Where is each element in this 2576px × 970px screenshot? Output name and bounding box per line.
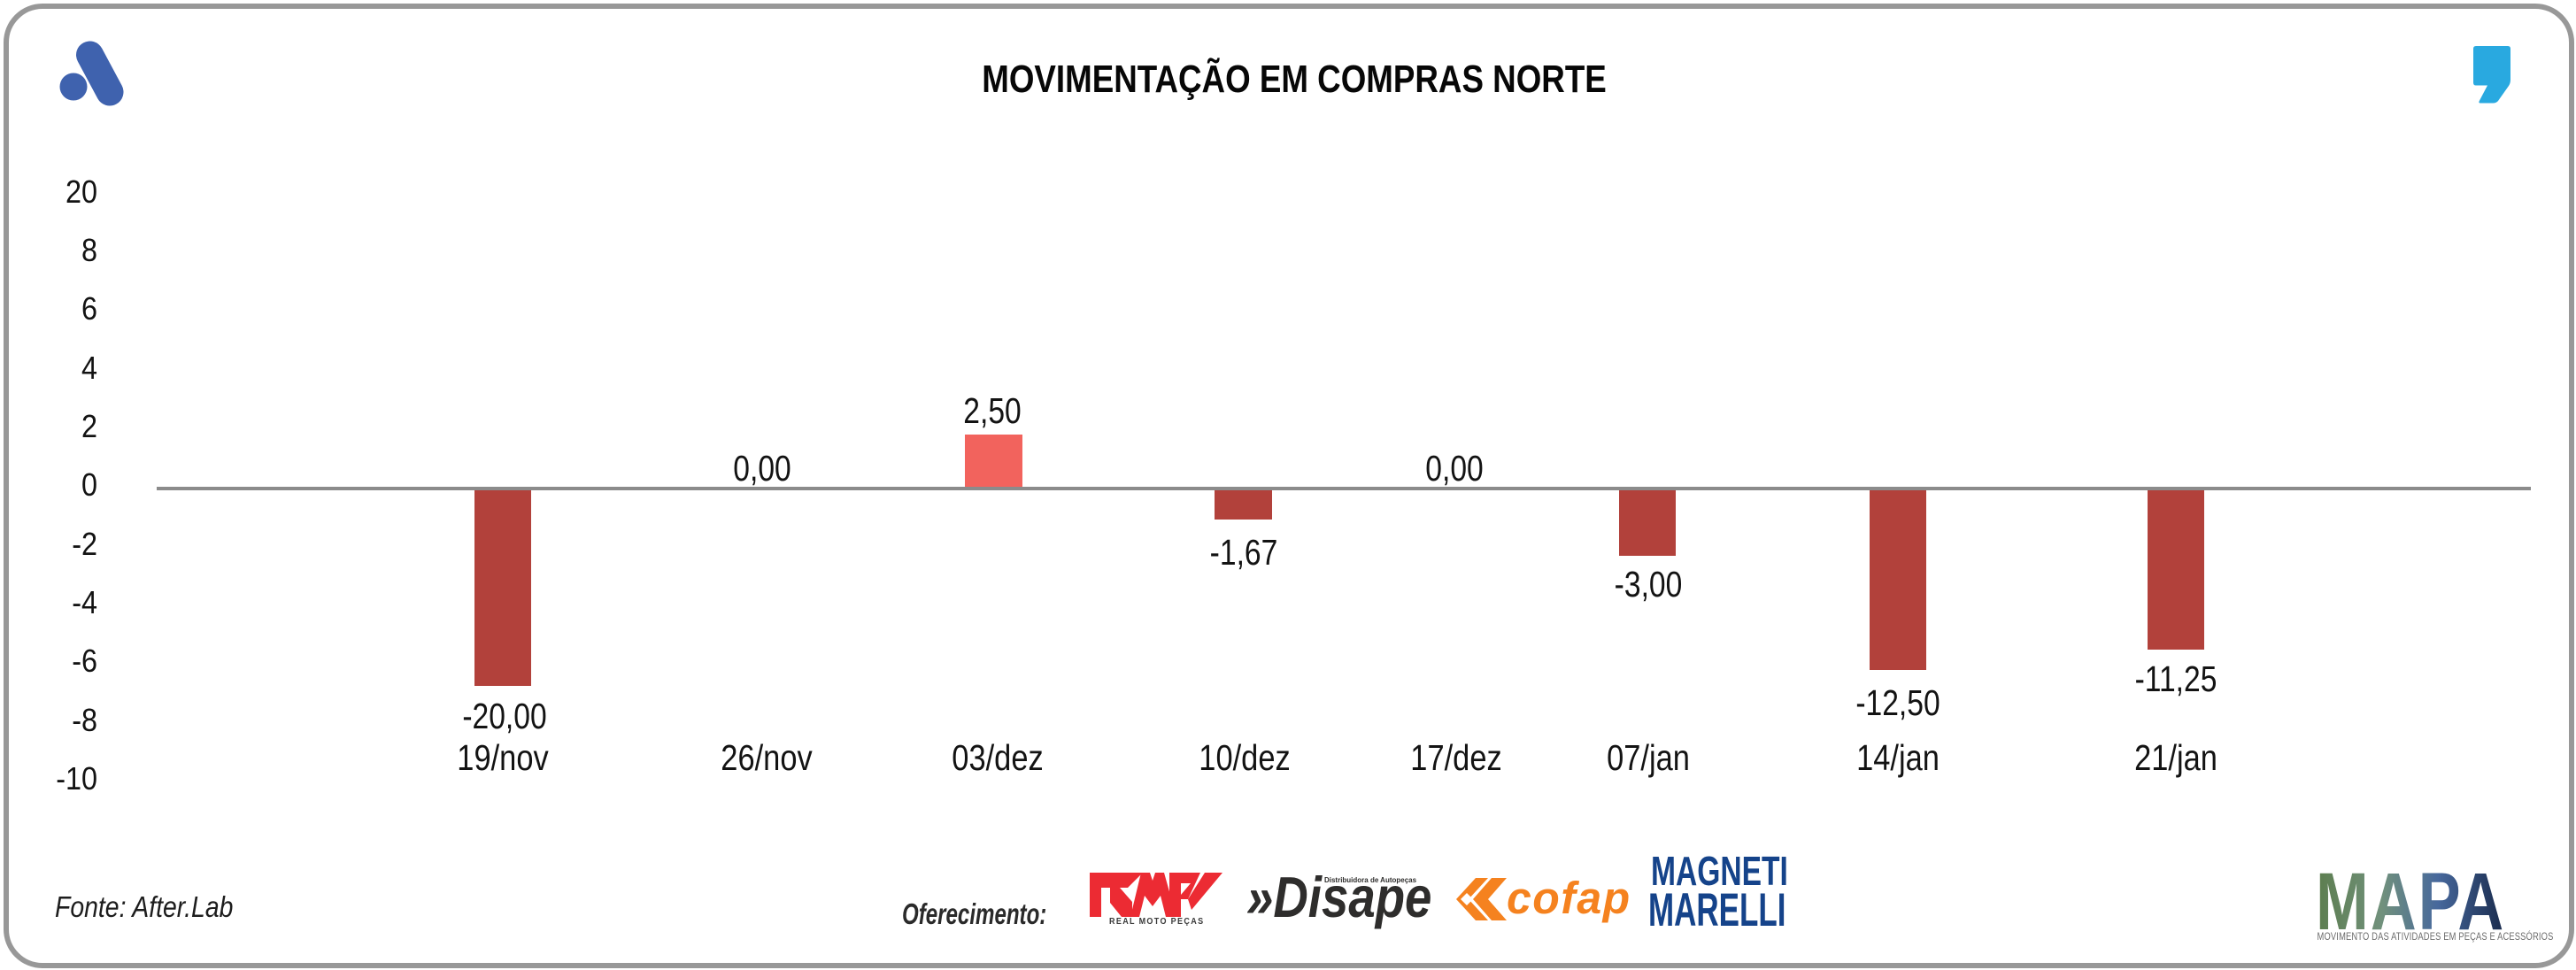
svg-text:MOVIMENTO DAS ATIVIDADES EM PE: MOVIMENTO DAS ATIVIDADES EM PEÇAS E ACES… bbox=[2318, 930, 2554, 943]
svg-text:MAPA: MAPA bbox=[2316, 867, 2503, 943]
